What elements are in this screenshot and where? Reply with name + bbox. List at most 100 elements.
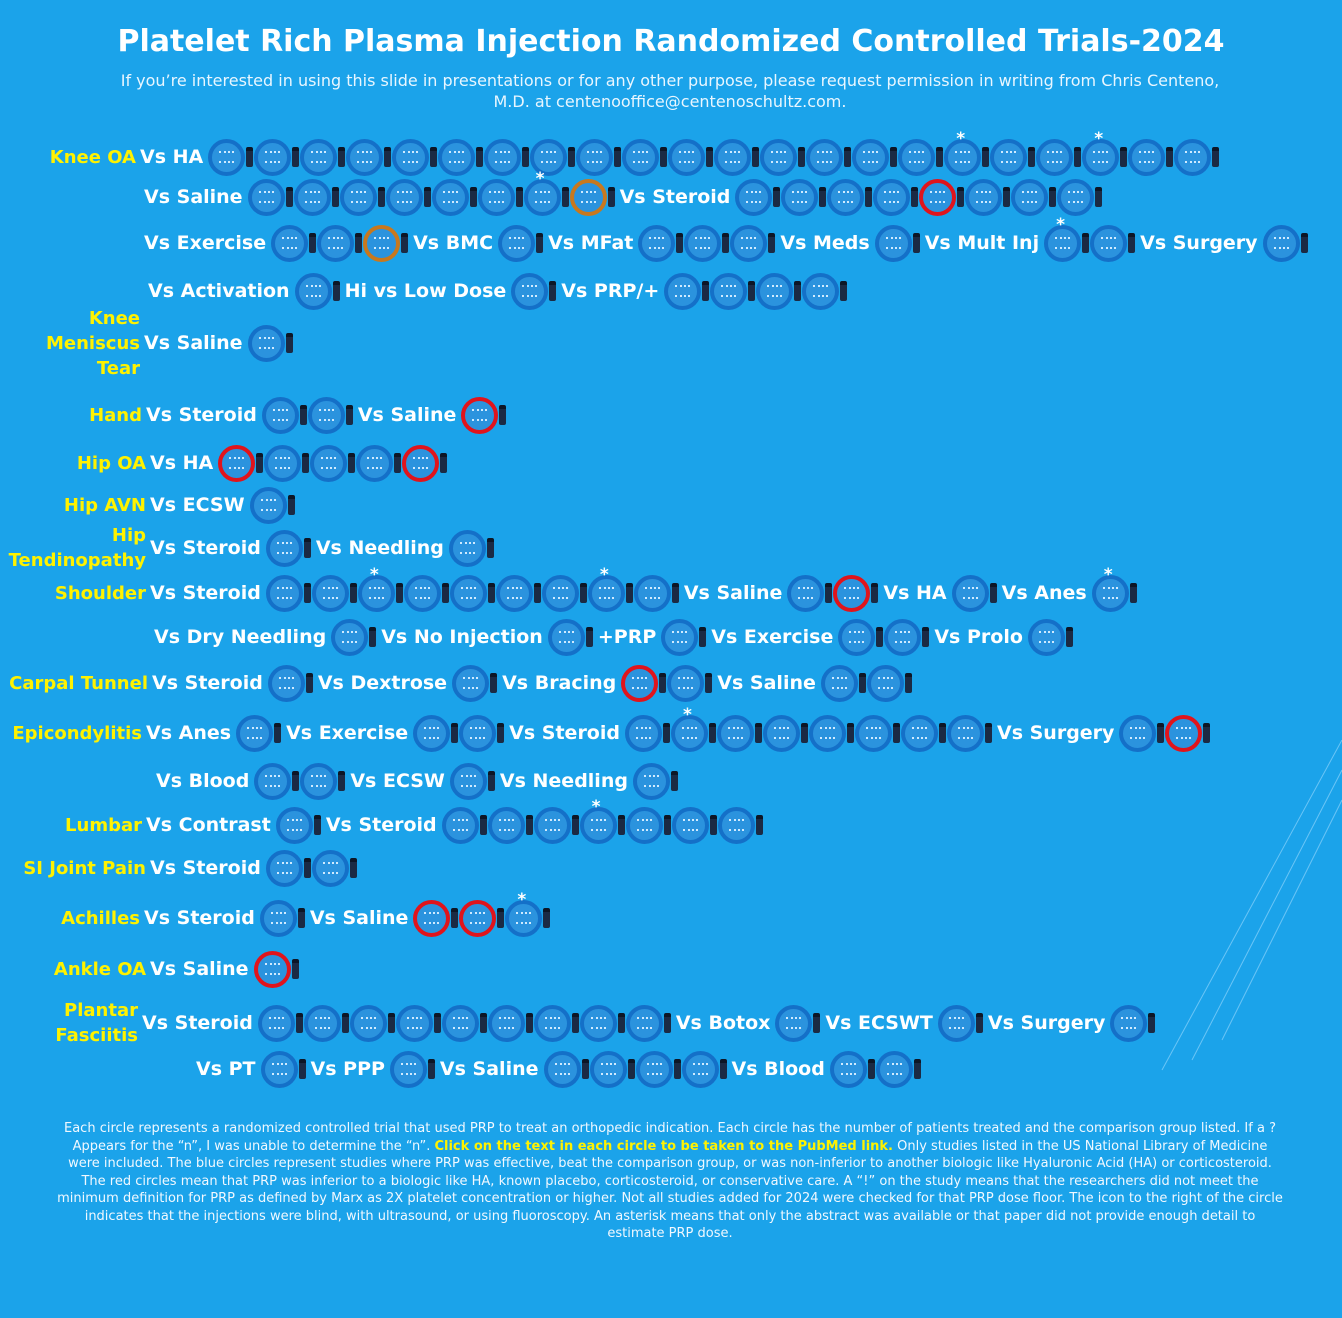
trial-circle[interactable] — [990, 138, 1036, 176]
trial-circle[interactable] — [511, 272, 557, 310]
effective-trial-circle[interactable] — [937, 1004, 975, 1042]
effective-trial-circle[interactable] — [884, 618, 922, 656]
trial-circle[interactable]: * — [587, 565, 633, 612]
trial-circle[interactable] — [300, 762, 346, 800]
effective-trial-circle[interactable] — [1090, 224, 1128, 262]
trial-circle[interactable] — [717, 806, 763, 844]
effective-trial-circle[interactable] — [448, 529, 486, 567]
trial-circle[interactable] — [449, 762, 495, 800]
effective-trial-circle[interactable] — [1011, 178, 1049, 216]
effective-trial-circle[interactable] — [735, 178, 773, 216]
effective-trial-circle[interactable] — [587, 574, 625, 612]
effective-trial-circle[interactable] — [838, 618, 876, 656]
trial-circle[interactable] — [852, 138, 898, 176]
effective-trial-circle[interactable] — [756, 272, 794, 310]
trial-circle[interactable]: * — [523, 169, 569, 216]
effective-trial-circle[interactable] — [249, 486, 287, 524]
trial-circle[interactable] — [487, 806, 533, 844]
trial-circle[interactable] — [487, 1004, 533, 1042]
effective-trial-circle[interactable] — [449, 574, 487, 612]
effective-trial-circle[interactable] — [946, 714, 984, 752]
trial-circle[interactable] — [261, 396, 307, 434]
effective-trial-circle[interactable] — [254, 138, 292, 176]
effective-trial-circle[interactable] — [303, 1004, 341, 1042]
trial-circle[interactable] — [1090, 224, 1136, 262]
effective-trial-circle[interactable] — [681, 1050, 719, 1088]
trial-circle[interactable] — [875, 1050, 921, 1088]
effective-trial-circle[interactable] — [265, 574, 303, 612]
trial-circle[interactable] — [667, 664, 713, 702]
trial-circle[interactable] — [625, 1004, 671, 1042]
trial-circle[interactable] — [806, 138, 852, 176]
trial-circle[interactable] — [293, 178, 339, 216]
effective-trial-circle[interactable] — [1128, 138, 1166, 176]
trial-circle[interactable] — [684, 224, 730, 262]
effective-trial-circle[interactable] — [438, 138, 476, 176]
trial-circle[interactable] — [271, 224, 317, 262]
effective-trial-circle[interactable] — [267, 664, 305, 702]
effective-trial-circle[interactable] — [300, 762, 338, 800]
trial-circle[interactable] — [484, 138, 530, 176]
trial-circle[interactable] — [392, 138, 438, 176]
trial-circle[interactable] — [310, 444, 356, 482]
trial-circle[interactable] — [208, 138, 254, 176]
effective-trial-circle[interactable] — [441, 806, 479, 844]
trial-circle[interactable] — [448, 529, 494, 567]
effective-trial-circle[interactable] — [477, 178, 515, 216]
effective-trial-circle[interactable] — [668, 138, 706, 176]
trial-circle[interactable] — [247, 178, 293, 216]
effective-trial-circle[interactable] — [866, 664, 904, 702]
trial-circle[interactable] — [1110, 1004, 1156, 1042]
effective-trial-circle[interactable] — [589, 1050, 627, 1088]
trial-circle[interactable] — [253, 950, 299, 988]
trial-circle[interactable] — [533, 1004, 579, 1042]
trial-circle[interactable] — [461, 396, 507, 434]
effective-trial-circle[interactable] — [1091, 574, 1129, 612]
effective-trial-circle[interactable] — [829, 1050, 867, 1088]
effective-trial-circle[interactable] — [293, 178, 331, 216]
trial-circle[interactable] — [385, 178, 431, 216]
trial-circle[interactable] — [775, 1004, 821, 1042]
trial-circle[interactable] — [441, 1004, 487, 1042]
effective-trial-circle[interactable] — [827, 178, 865, 216]
trial-circle[interactable] — [621, 664, 667, 702]
effective-trial-circle[interactable] — [781, 178, 819, 216]
effective-trial-circle[interactable] — [547, 618, 585, 656]
effective-trial-circle[interactable] — [852, 138, 890, 176]
trial-circle[interactable] — [710, 272, 756, 310]
effective-trial-circle[interactable] — [533, 1004, 571, 1042]
effective-trial-circle[interactable] — [317, 224, 355, 262]
effective-trial-circle[interactable] — [1110, 1004, 1148, 1042]
effective-trial-circle[interactable] — [294, 272, 332, 310]
trial-circle[interactable] — [946, 714, 992, 752]
trial-circle[interactable] — [265, 529, 311, 567]
trial-circle[interactable]: * — [1082, 129, 1128, 176]
effective-trial-circle[interactable] — [632, 762, 670, 800]
effective-trial-circle[interactable] — [403, 574, 441, 612]
inferior-trial-circle[interactable] — [621, 664, 659, 702]
trial-circle[interactable] — [833, 574, 879, 612]
trial-circle[interactable] — [452, 664, 498, 702]
trial-circle[interactable] — [576, 138, 622, 176]
effective-trial-circle[interactable] — [900, 714, 938, 752]
trial-circle[interactable] — [498, 224, 544, 262]
trial-circle[interactable] — [874, 224, 920, 262]
effective-trial-circle[interactable] — [271, 224, 309, 262]
effective-trial-circle[interactable] — [543, 1050, 581, 1088]
trial-circle[interactable] — [808, 714, 854, 752]
effective-trial-circle[interactable] — [363, 224, 401, 262]
effective-trial-circle[interactable] — [760, 138, 798, 176]
effective-trial-circle[interactable] — [1262, 224, 1300, 262]
trial-circle[interactable] — [937, 1004, 983, 1042]
trial-circle[interactable] — [900, 714, 946, 752]
effective-trial-circle[interactable] — [487, 806, 525, 844]
effective-trial-circle[interactable] — [762, 714, 800, 752]
effective-trial-circle[interactable] — [710, 272, 748, 310]
trial-circle[interactable] — [533, 806, 579, 844]
effective-trial-circle[interactable] — [576, 138, 614, 176]
effective-trial-circle[interactable] — [671, 806, 709, 844]
trial-circle[interactable] — [389, 1050, 435, 1088]
effective-trial-circle[interactable] — [385, 178, 423, 216]
effective-trial-circle[interactable] — [484, 138, 522, 176]
effective-trial-circle[interactable] — [395, 1004, 433, 1042]
